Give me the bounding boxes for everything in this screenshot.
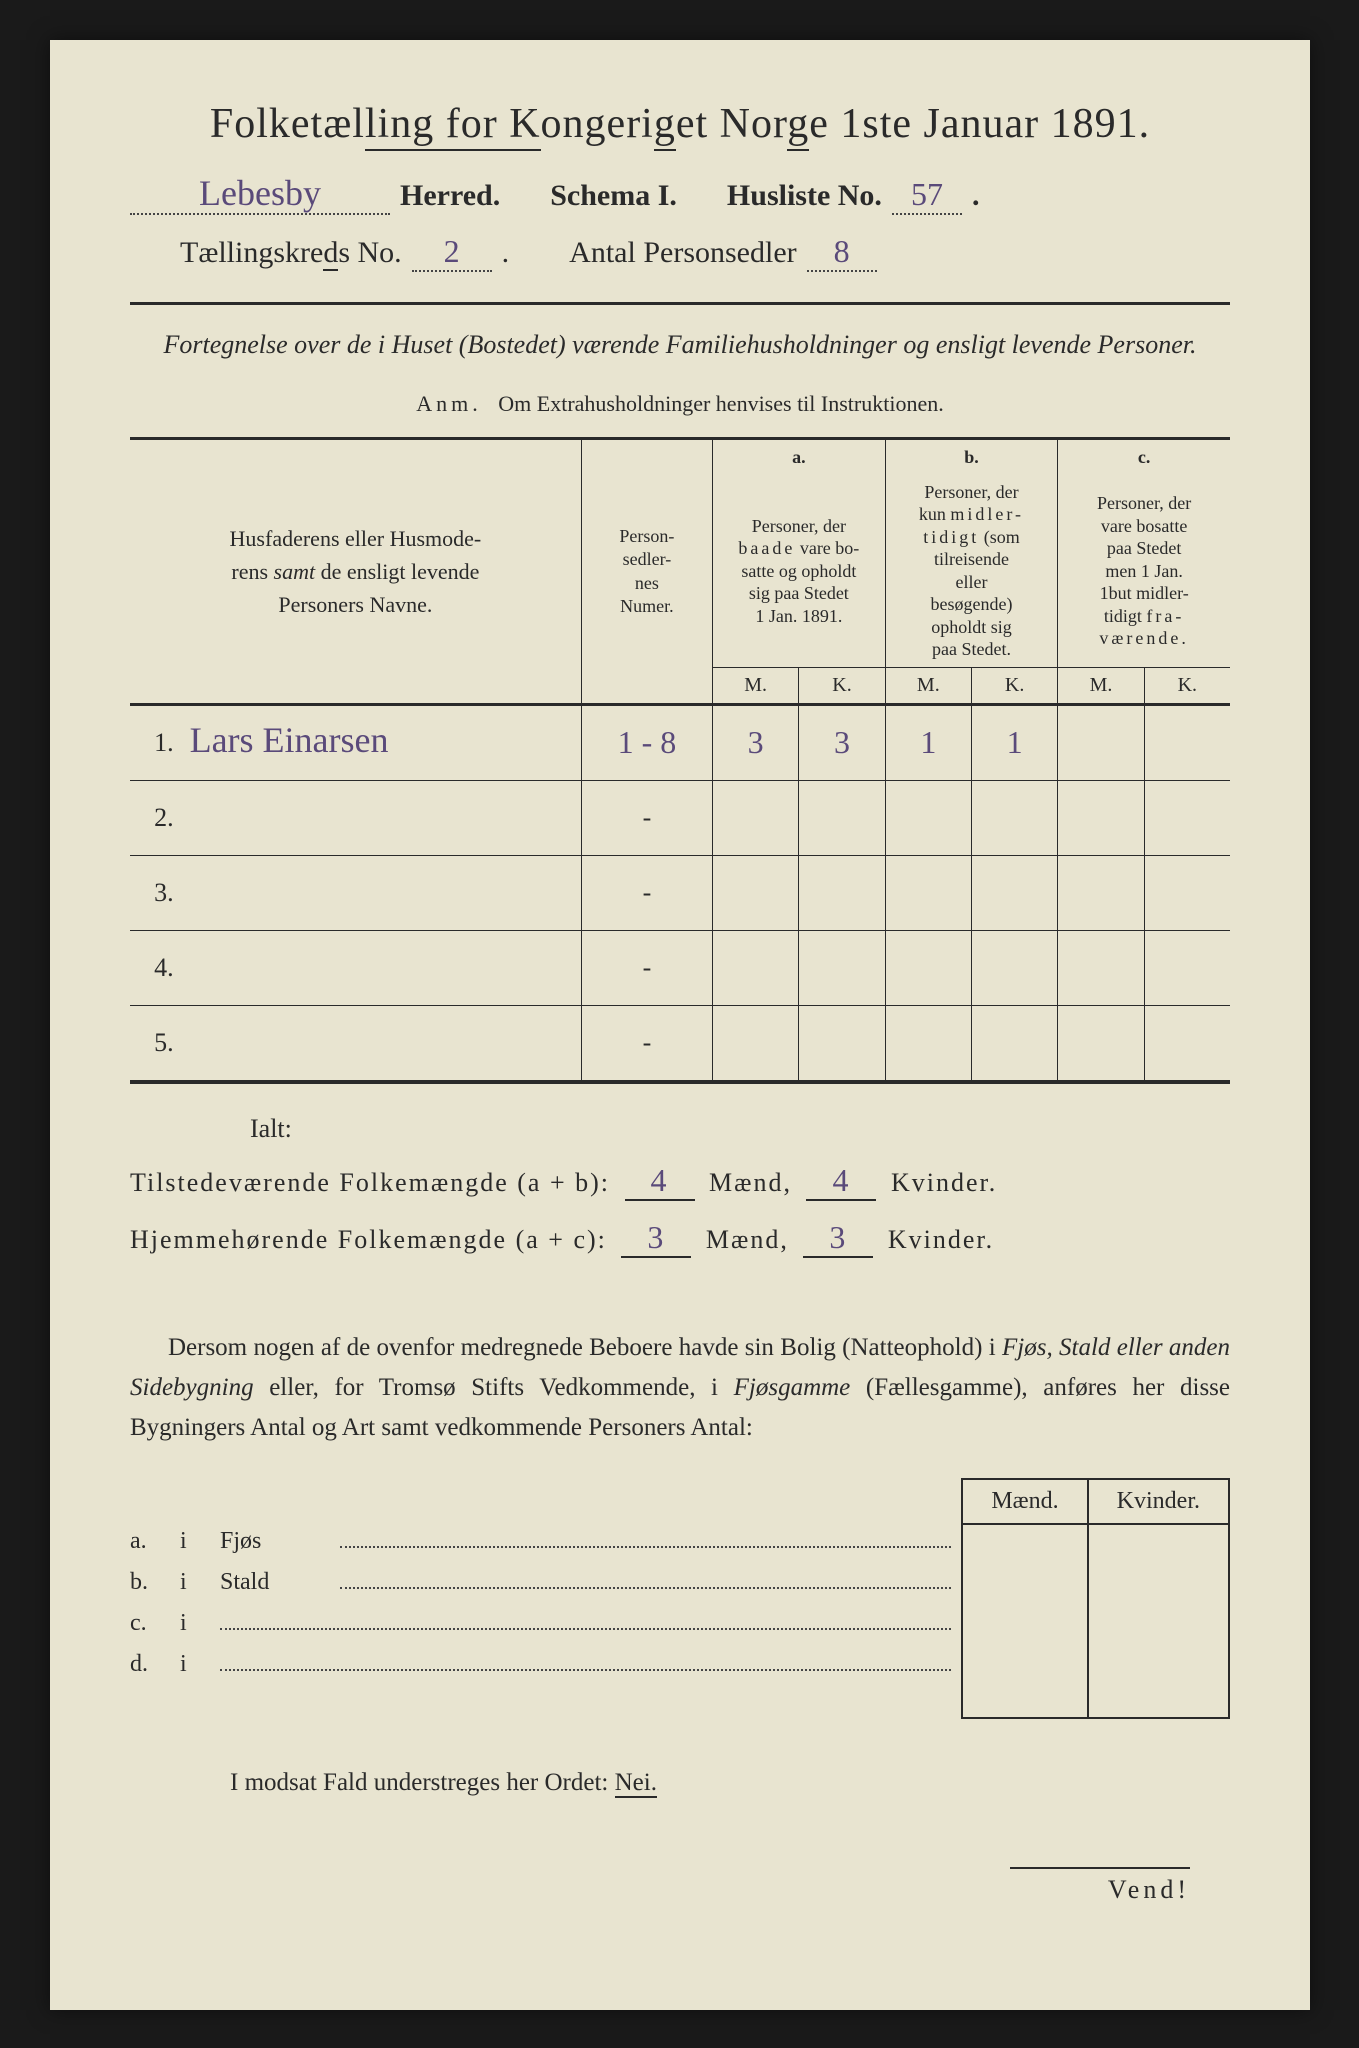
mk-header: M. bbox=[885, 667, 971, 704]
header-row-1: Lebesby Herred. Schema I. Husliste No. 5… bbox=[130, 176, 1230, 215]
divider bbox=[130, 302, 1230, 305]
mk-header: K. bbox=[1144, 667, 1230, 704]
main-table: Husfaderens eller Husmode-rens samt de e… bbox=[130, 437, 1230, 1084]
mk-header: K. bbox=[971, 667, 1057, 704]
mk-header: K. bbox=[799, 667, 885, 704]
herred-value: Lebesby bbox=[199, 173, 321, 213]
page-title: Folketælling for Kongeriget Norge 1ste J… bbox=[130, 100, 1230, 148]
table-row: 1. Lars Einarsen 1 - 8 3 3 1 1 bbox=[130, 704, 1230, 780]
nei-line: I modsat Fald understreges her Ordet: Ne… bbox=[230, 1769, 1230, 1797]
anm-label: Anm. bbox=[416, 391, 482, 416]
schema-label: Schema I. bbox=[550, 179, 677, 213]
col-num-header: Person-sedler-nesNumer. bbox=[581, 439, 712, 705]
husliste-label: Husliste No. bbox=[727, 179, 882, 213]
vend-label: Vend! bbox=[1010, 1867, 1190, 1905]
sum-value: 3 bbox=[829, 1219, 847, 1255]
bldg-row: d. i bbox=[130, 1651, 951, 1678]
ialt-label: Ialt: bbox=[250, 1114, 1230, 1144]
person-name: Lars Einarsen bbox=[190, 720, 389, 760]
bldg-row: c. i bbox=[130, 1610, 951, 1637]
col-c-header: c. bbox=[1058, 439, 1230, 475]
table-row: 5. - bbox=[130, 1005, 1230, 1082]
subtitle: Fortegnelse over de i Huset (Bostedet) v… bbox=[150, 327, 1210, 363]
col-name-header: Husfaderens eller Husmode-rens samt de e… bbox=[130, 439, 581, 705]
bldg-row: b. i Stald bbox=[130, 1569, 951, 1596]
census-form-page: Folketælling for Kongeriget Norge 1ste J… bbox=[50, 40, 1310, 2010]
col-c-text: Personer, dervare bosattepaa Stedetmen 1… bbox=[1058, 475, 1230, 668]
kreds-value: 2 bbox=[444, 233, 460, 269]
annotation: Anm. Om Extrahusholdninger henvises til … bbox=[130, 391, 1230, 417]
herred-label: Herred. bbox=[400, 179, 500, 213]
table-row: 2. - bbox=[130, 780, 1230, 855]
sum-value: 3 bbox=[647, 1219, 665, 1255]
sum-line-1: Tilstedeværende Folkemængde (a + b): 4 M… bbox=[130, 1162, 1230, 1201]
sum-value: 4 bbox=[651, 1162, 669, 1198]
col-a-header: a. bbox=[713, 439, 886, 475]
building-list: a. i Fjøs b. i Stald c. i d. i bbox=[130, 1478, 951, 1719]
antal-value: 8 bbox=[834, 233, 850, 269]
paragraph: Dersom nogen af de ovenfor medregnede Be… bbox=[130, 1328, 1230, 1448]
mk-header: M. bbox=[713, 667, 799, 704]
col-b-text: Personer, derkun midler-tidigt (somtilre… bbox=[885, 475, 1058, 668]
col-a-text: Personer, derbaade vare bo-satte og opho… bbox=[713, 475, 886, 668]
antal-label: Antal Personsedler bbox=[569, 236, 796, 270]
nei-word: Nei. bbox=[615, 1769, 657, 1798]
table-row: 3. - bbox=[130, 855, 1230, 930]
maend-header: Mænd. bbox=[962, 1479, 1087, 1524]
table-row: 4. - bbox=[130, 930, 1230, 1005]
husliste-value: 57 bbox=[911, 176, 943, 212]
kvinder-header: Kvinder. bbox=[1088, 1479, 1229, 1524]
anm-text: Om Extrahusholdninger henvises til Instr… bbox=[498, 391, 943, 416]
building-count-table: Mænd. Kvinder. bbox=[961, 1478, 1230, 1719]
building-block: a. i Fjøs b. i Stald c. i d. i bbox=[130, 1478, 1230, 1719]
col-b-header: b. bbox=[885, 439, 1058, 475]
sum-line-2: Hjemmehørende Folkemængde (a + c): 3 Mæn… bbox=[130, 1219, 1230, 1258]
sum-value: 4 bbox=[832, 1162, 850, 1198]
mk-header: M. bbox=[1058, 667, 1144, 704]
kreds-label: Tællingskreds No. bbox=[180, 236, 402, 270]
bldg-row: a. i Fjøs bbox=[130, 1528, 951, 1555]
header-row-2: Tællingskreds No. 2. Antal Personsedler … bbox=[130, 233, 1230, 272]
